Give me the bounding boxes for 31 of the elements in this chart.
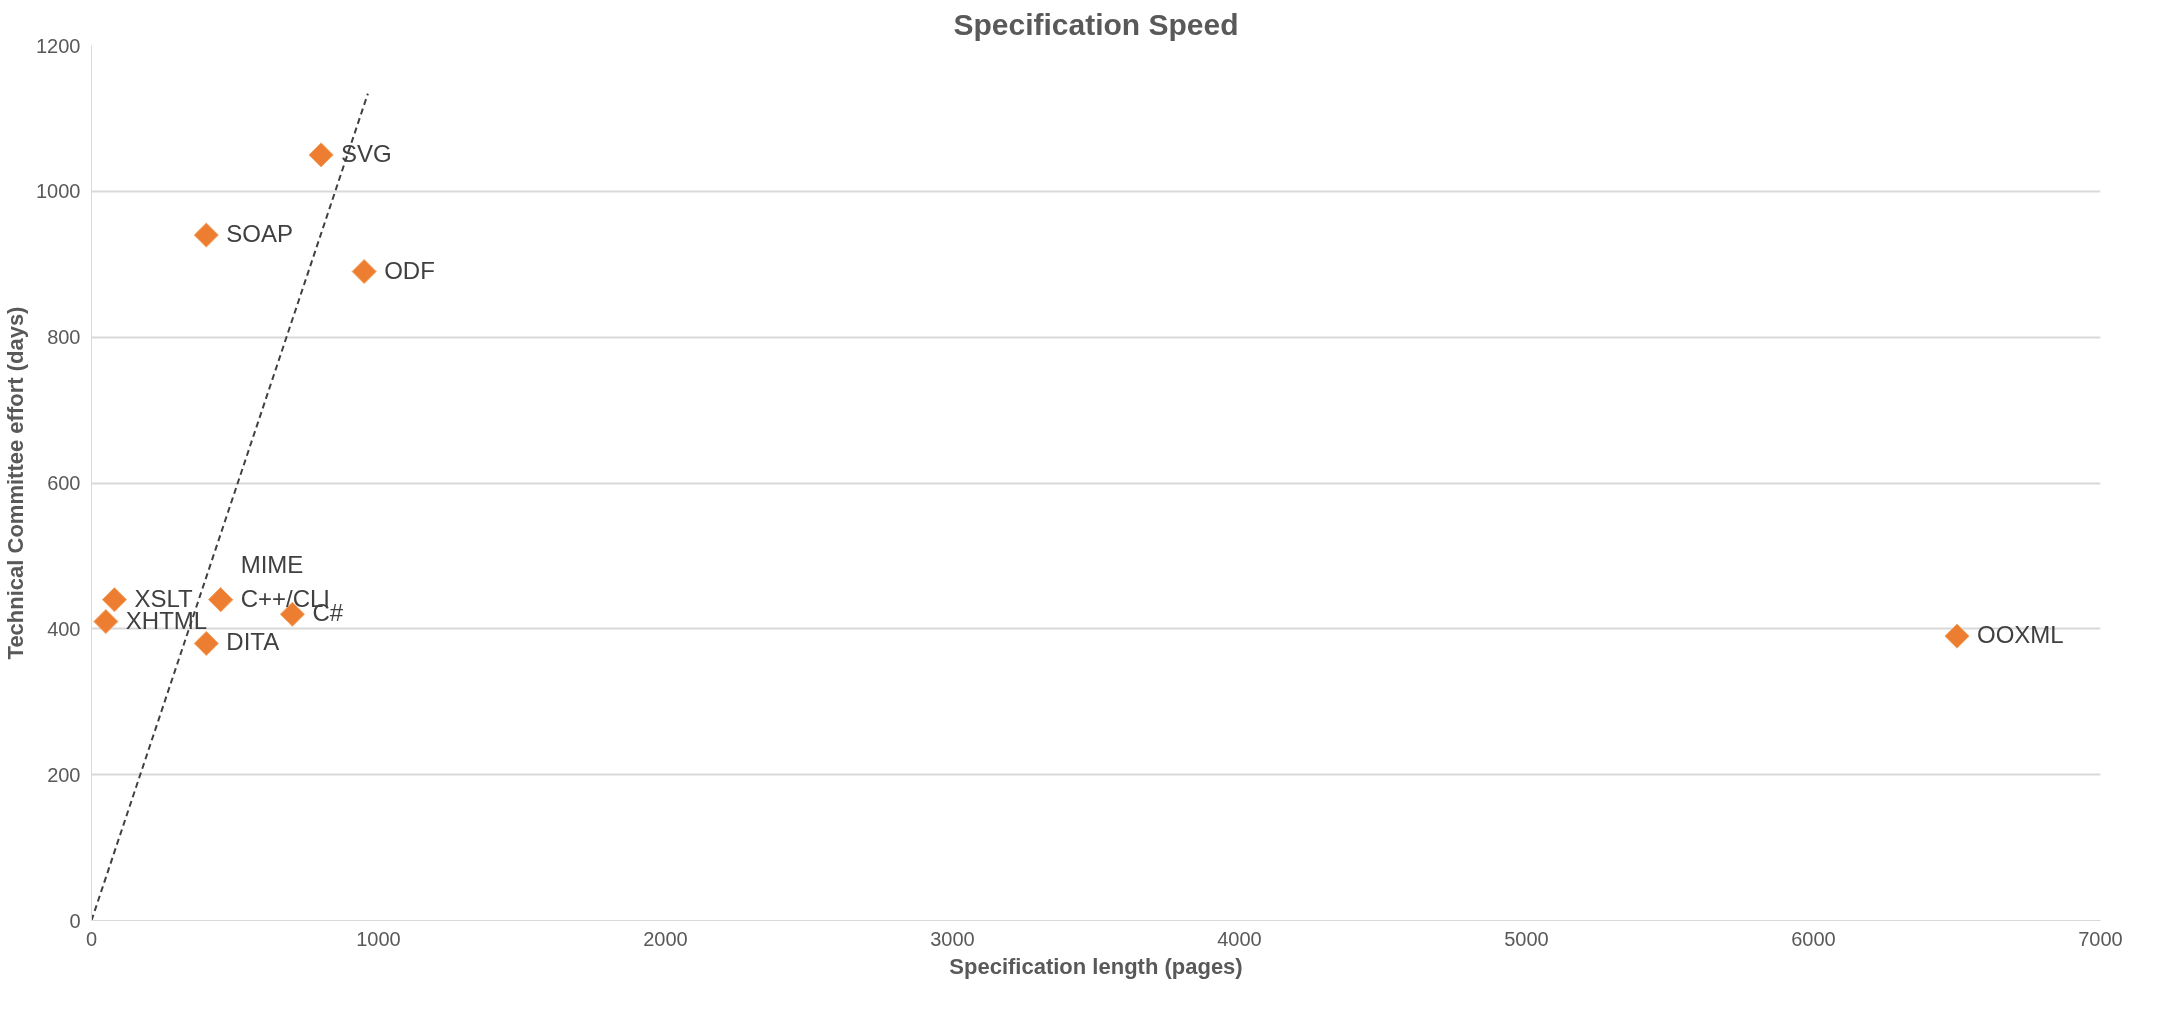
annotation: OOXML <box>1977 621 2064 649</box>
point <box>93 609 119 635</box>
point <box>1944 623 1970 649</box>
y-axis-title: Technical Committee effort (days) <box>3 306 29 660</box>
x-tick-label: 3000 <box>930 927 975 950</box>
point <box>351 259 377 285</box>
y-tick-label: 1000 <box>36 180 81 203</box>
chart-title: Specification Speed <box>953 7 1239 41</box>
point <box>193 222 219 248</box>
y-tick-label: 200 <box>47 763 81 786</box>
point <box>308 142 334 168</box>
annotation: DITA <box>226 628 280 656</box>
point <box>101 587 127 613</box>
x-tick-label: 6000 <box>1791 927 1836 950</box>
x-tick-label: 4000 <box>1217 927 1262 950</box>
x-tick-label: 5000 <box>1504 927 1549 950</box>
annotation: MIME <box>240 550 304 578</box>
x-tick-label: 0 <box>85 927 98 950</box>
annotation: SVG <box>341 139 392 167</box>
y-tick-label: 0 <box>69 909 81 932</box>
x-tick-label: 7000 <box>2078 927 2123 950</box>
annotation: ODF <box>384 256 435 284</box>
y-tick-label: 600 <box>47 472 81 494</box>
y-tick-label: 400 <box>47 617 81 640</box>
x-tick-label: 1000 <box>356 927 401 950</box>
x-axis-title: Specification length (pages) <box>949 953 1243 979</box>
y-tick-label: 800 <box>47 326 81 349</box>
annotation: SOAP <box>226 220 293 248</box>
point <box>193 630 219 656</box>
y-tick-label: 1200 <box>36 34 81 57</box>
x-tick-label: 2000 <box>643 927 688 950</box>
